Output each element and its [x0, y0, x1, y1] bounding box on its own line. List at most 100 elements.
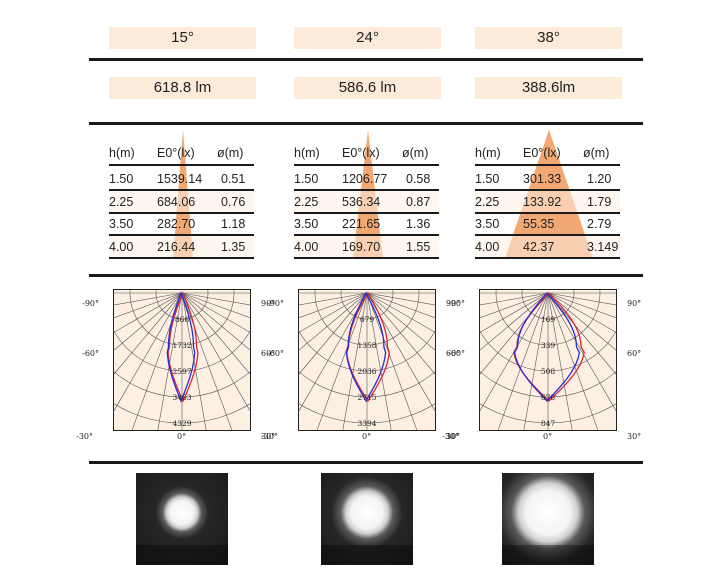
table-row: 4.00 216.44 1.35 — [109, 235, 254, 258]
table-rule — [109, 211, 254, 214]
polar-ring-value: 508 — [541, 367, 556, 376]
cell-h: 1.50 — [475, 172, 500, 186]
polar-intensity-diagram: 679 1358 2036 2715 3394 — [298, 289, 436, 431]
polar-radial — [181, 292, 251, 376]
polar-radial — [547, 292, 617, 319]
polar-ring-value: 866 — [175, 315, 190, 324]
polar-radial — [547, 292, 617, 333]
cell-h: 1.50 — [109, 172, 134, 186]
cell-e: 684.06 — [157, 194, 196, 209]
table-header-d: ø(m) — [402, 146, 429, 160]
cell-d: 1.18 — [221, 217, 246, 231]
table-rule — [294, 189, 439, 191]
table-row: 3.50 282.70 1.18 — [109, 213, 254, 235]
polar-intensity-diagram: 866 1732 2597 3463 4329 — [113, 289, 251, 431]
table-row: 4.00 169.70 1.55 — [294, 235, 439, 258]
cell-e: 282.70 — [157, 217, 196, 231]
illuminance-table: h(m) E0°(lx) ø(m) 1.50 1206.77 0.58 2.25 536.34… — [294, 130, 439, 262]
polar-radial — [366, 292, 436, 413]
intensity-curve — [513, 291, 581, 402]
cell-h: 4.00 — [109, 239, 134, 254]
polar-angle-right-bottom: 30° — [261, 432, 276, 441]
table-rule — [109, 164, 254, 166]
polar-radial — [316, 292, 368, 431]
cell-d: 0.58 — [406, 172, 431, 186]
table-row: 1.50 301.33 1.20 — [475, 168, 620, 190]
polar-radial — [366, 292, 436, 306]
polar-angle-center: 0° — [177, 432, 187, 441]
table-row: 2.25 536.34 0.87 — [294, 190, 439, 213]
polar-radial — [113, 292, 183, 333]
polar-radial — [366, 292, 436, 351]
table-header-e: E0°(lx) — [342, 146, 380, 160]
cell-e: 169.70 — [342, 239, 381, 254]
polar-intensity-diagram: 169 339 508 678 847 — [479, 289, 617, 431]
cell-h: 4.00 — [294, 239, 319, 254]
beam-spot-photo — [321, 473, 413, 565]
cell-h: 3.50 — [109, 217, 134, 231]
polar-angle-left-mid: -60° — [267, 349, 284, 358]
polar-radial — [113, 292, 183, 413]
polar-radial — [181, 292, 251, 413]
table-row: 1.50 1206.77 0.58 — [294, 168, 439, 190]
polar-radial — [547, 292, 617, 306]
table-rule — [109, 234, 254, 236]
polar-ring-value: 169 — [541, 315, 556, 324]
polar-radial — [181, 292, 251, 333]
separator-1 — [89, 58, 643, 61]
illuminance-table: h(m) E0°(lx) ø(m) 1.50 1539.14 0.51 2.25 684.06… — [109, 130, 254, 262]
polar-radial — [298, 292, 368, 376]
polar-angle-right-bottom: 30° — [446, 432, 461, 441]
cell-h: 2.25 — [294, 194, 319, 209]
polar-radial — [181, 292, 251, 306]
cell-d: 1.55 — [406, 239, 431, 254]
photo-floor-band — [502, 545, 594, 565]
polar-ring-value: 1732 — [172, 341, 191, 350]
polar-radial — [181, 292, 251, 319]
table-rule — [475, 189, 620, 191]
polar-ring-value: 2597 — [172, 367, 191, 376]
polar-ring-value: 3394 — [357, 419, 376, 428]
cell-d: 1.20 — [587, 172, 612, 186]
illuminance-table: h(m) E0°(lx) ø(m) 1.50 301.33 1.20 2.25 133.92 1… — [475, 130, 620, 262]
photo-floor-band — [321, 545, 413, 565]
table-rule — [109, 256, 254, 259]
table-header-h: h(m) — [109, 146, 135, 160]
cell-h: 2.25 — [109, 194, 134, 209]
polar-ring-value: 2036 — [357, 367, 376, 376]
separator-3 — [89, 274, 643, 277]
polar-ring-value: 4329 — [172, 419, 191, 428]
cell-d: 1.35 — [221, 239, 246, 254]
intensity-curve — [345, 291, 387, 403]
polar-radial — [366, 292, 436, 376]
cell-d: 0.76 — [221, 194, 246, 209]
polar-radial — [479, 292, 549, 376]
table-header-e: E0°(lx) — [157, 146, 195, 160]
polar-radial — [113, 292, 183, 376]
polar-ring-value: 2715 — [357, 393, 376, 402]
cell-h: 3.50 — [475, 217, 500, 231]
polar-radial — [366, 292, 436, 319]
separator-2 — [89, 122, 643, 125]
polar-radial — [547, 292, 573, 431]
polar-angle-right-top: 90° — [261, 299, 276, 308]
beam-column-24: 24° 586.6 lm h(m) E0°(lx) ø(m) 1.50 1206.77 0.5… — [261, 0, 474, 585]
cell-e: 1539.14 — [157, 172, 203, 186]
polar-radial — [298, 292, 368, 413]
cell-e: 42.37 — [523, 239, 555, 254]
polar-radial — [479, 292, 549, 333]
table-row: 3.50 55.35 2.79 — [475, 213, 620, 235]
polar-angle-center: 0° — [543, 432, 553, 441]
cell-e: 1206.77 — [342, 172, 388, 186]
polar-ring-value: 847 — [541, 419, 556, 428]
table-rule — [294, 256, 439, 259]
polar-radial — [547, 292, 617, 376]
lumen-output-label: 618.8 lm — [109, 77, 256, 99]
table-rule — [294, 211, 439, 214]
table-header-e: E0°(lx) — [523, 146, 561, 160]
table-rule — [475, 211, 620, 214]
polar-radial — [298, 292, 368, 351]
polar-radial — [497, 292, 549, 431]
table-rule — [475, 164, 620, 166]
polar-radial — [181, 292, 251, 351]
